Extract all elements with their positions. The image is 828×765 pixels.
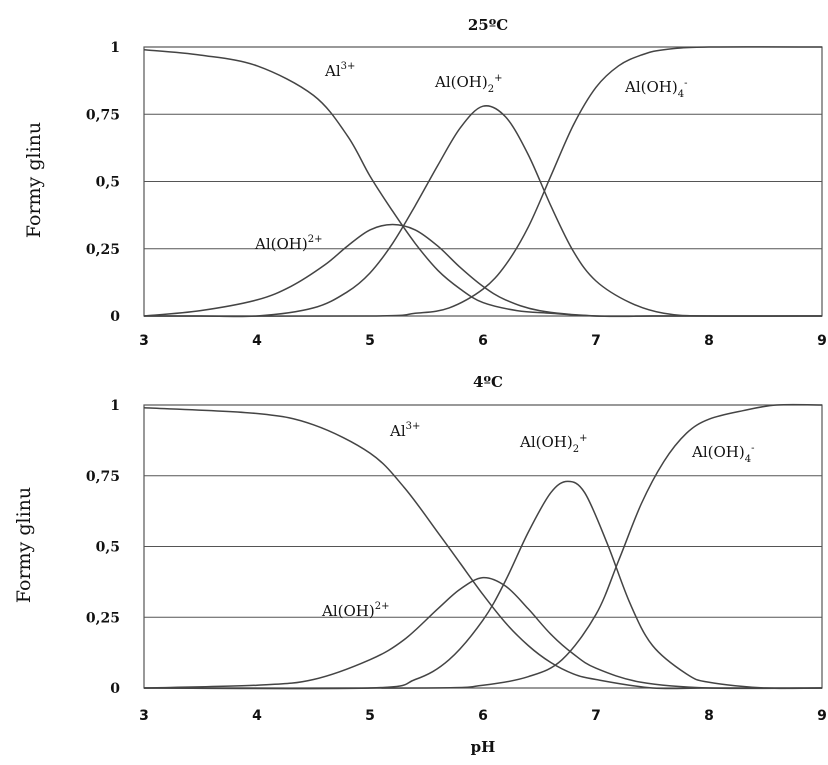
y-tick-label: 0 [110, 681, 120, 697]
x-tick-label: 3 [139, 708, 149, 724]
series-label: Al(OH)4- [624, 78, 687, 100]
x-tick-label: 6 [478, 708, 488, 724]
series-label: Al(OH)4- [691, 443, 754, 465]
x-tick-label: 6 [478, 333, 488, 349]
series-label: Al(OH)2+ [434, 73, 502, 95]
series-label: Al(OH)2+ [254, 234, 322, 253]
series-label: Al(OH)2+ [519, 433, 587, 455]
y-tick-label: 0,75 [86, 469, 120, 485]
series-label: Al3+ [324, 61, 355, 80]
x-tick-label: 5 [365, 333, 375, 349]
y-tick-label: 0,5 [96, 540, 120, 556]
x-tick-label: 7 [591, 333, 601, 349]
x-tick-label: 8 [704, 708, 714, 724]
x-tick-label: 7 [591, 708, 601, 724]
chart-panel-1: 0 0,25 0,5 0,75 1 3 4 5 6 7 8 9 25ºC Formy glinu Al3+ A… [23, 16, 827, 349]
x-tick-label: 4 [252, 708, 262, 724]
chart-panel-2: 0 0,25 0,5 0,75 1 3 4 5 6 7 8 9 4ºC Formy glinu pH Al3+… [13, 373, 827, 756]
x-tick-label: 5 [365, 708, 375, 724]
series-label: Al3+ [389, 421, 420, 440]
y-tick-label: 1 [110, 398, 120, 414]
y-axis-label: Formy glinu [13, 487, 35, 603]
y-tick-label: 0,5 [96, 175, 120, 191]
x-tick-label: 3 [139, 333, 149, 349]
y-tick-label: 1 [110, 40, 120, 56]
x-axis-label: pH [471, 738, 496, 756]
y-tick-label: 0 [110, 309, 120, 325]
x-tick-label: 9 [817, 333, 827, 349]
series-line-3 [144, 106, 822, 317]
chart-title: 4ºC [473, 373, 503, 391]
series-line-3 [144, 481, 822, 688]
x-tick-label: 9 [817, 708, 827, 724]
y-tick-label: 0,25 [86, 610, 120, 626]
y-tick-label: 0,25 [86, 242, 120, 258]
chart-title: 25ºC [468, 16, 508, 34]
y-axis-label: Formy glinu [23, 122, 45, 238]
x-tick-label: 8 [704, 333, 714, 349]
x-tick-label: 4 [252, 333, 262, 349]
y-tick-label: 0,75 [86, 107, 120, 123]
